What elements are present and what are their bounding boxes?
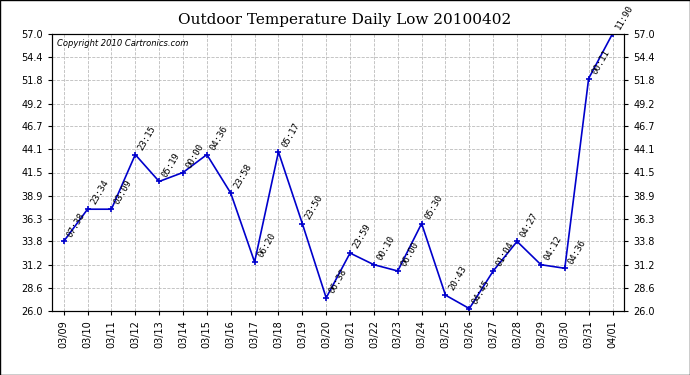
Text: 04:12: 04:12 [542,234,564,262]
Text: 05:30: 05:30 [423,193,444,221]
Text: 11:90: 11:90 [614,3,635,31]
Text: 00:10: 00:10 [375,234,397,262]
Text: 23:15: 23:15 [137,124,158,152]
Text: 20:43: 20:43 [447,265,468,292]
Text: 23:59: 23:59 [351,222,373,250]
Text: 07:38: 07:38 [65,211,86,238]
Text: 23:34: 23:34 [89,178,110,206]
Text: 05:19: 05:19 [161,151,181,178]
Text: 05:17: 05:17 [280,122,301,149]
Text: 04:45: 04:45 [471,278,492,306]
Text: 04:36: 04:36 [566,238,587,266]
Text: 23:50: 23:50 [304,193,325,221]
Text: 06:20: 06:20 [256,231,277,259]
Text: 00:00: 00:00 [184,142,206,170]
Text: Outdoor Temperature Daily Low 20100402: Outdoor Temperature Daily Low 20100402 [179,13,511,27]
Text: 23:58: 23:58 [232,162,253,190]
Text: 00:11: 00:11 [590,48,611,76]
Text: 03:09: 03:09 [112,178,134,206]
Text: Copyright 2010 Cartronics.com: Copyright 2010 Cartronics.com [57,39,189,48]
Text: 04:36: 04:36 [208,124,230,152]
Text: 06:38: 06:38 [328,267,348,295]
Text: 01:04: 01:04 [495,240,516,268]
Text: 06:00: 06:00 [399,240,420,268]
Text: 04:27: 04:27 [518,211,540,238]
